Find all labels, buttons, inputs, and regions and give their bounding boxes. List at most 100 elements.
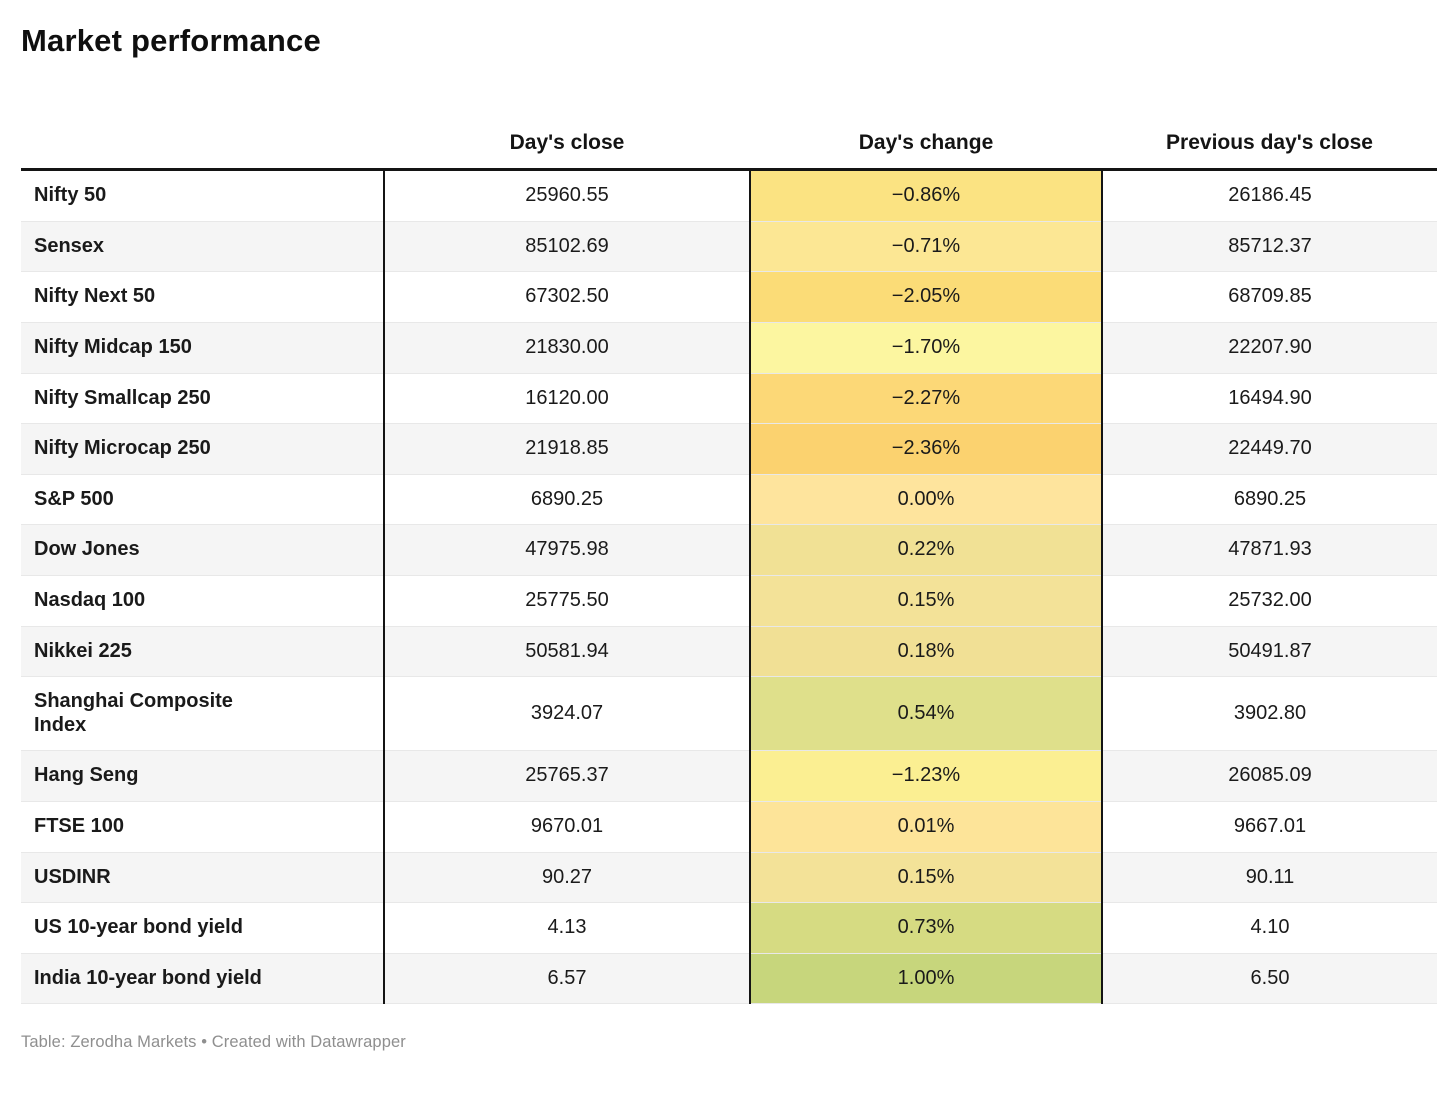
row-label-text: Nasdaq 100: [34, 588, 146, 611]
days-change-value: −2.27%: [749, 373, 1103, 425]
previous-close-value: 68709.85: [1102, 271, 1437, 323]
previous-close-value: 6.50: [1102, 953, 1437, 1005]
row-label-cell: Shanghai Composite Index: [21, 676, 384, 752]
header-blank-cell: [21, 119, 384, 172]
days-close-value: 25960.55: [383, 169, 750, 222]
previous-close-value: 4.10: [1102, 902, 1437, 954]
days-change-value: 0.18%: [749, 626, 1103, 678]
table-row: S&P 500 6890.25 0.00% 6890.25: [21, 474, 1437, 526]
header-days-close: Day's close: [384, 119, 750, 172]
days-change-value: 0.15%: [749, 575, 1103, 627]
table-row: Nifty Next 50 67302.50 −2.05% 68709.85: [21, 271, 1437, 323]
previous-close-value: 50491.87: [1102, 626, 1437, 678]
previous-close-value: 85712.37: [1102, 221, 1437, 273]
row-label-cell: Hang Seng: [21, 750, 384, 802]
table-row: India 10-year bond yield 6.57 1.00% 6.50: [21, 953, 1437, 1005]
days-change-value: −0.71%: [749, 221, 1103, 273]
header-previous-days-close: Previous day's close: [1102, 119, 1437, 172]
row-label-text: Shanghai Composite Index: [34, 690, 233, 736]
row-label-cell: Dow Jones: [21, 524, 384, 576]
previous-close-value: 6890.25: [1102, 474, 1437, 526]
days-change-value: 1.00%: [749, 953, 1103, 1005]
days-change-value: 0.73%: [749, 902, 1103, 954]
market-performance-table: Day's close Day's change Previous day's …: [21, 119, 1437, 1005]
previous-close-value: 9667.01: [1102, 801, 1437, 853]
table-row: Nifty Microcap 250 21918.85 −2.36% 22449.70: [21, 423, 1437, 475]
days-change-value: 0.22%: [749, 524, 1103, 576]
days-close-value: 6.57: [383, 953, 750, 1005]
row-label-text: Nifty Next 50: [34, 285, 156, 308]
row-label-text: Nifty Smallcap 250: [34, 386, 211, 409]
row-label-cell: FTSE 100: [21, 801, 384, 853]
page: Market performance Day's close Day's cha…: [21, 23, 1437, 1052]
days-close-value: 9670.01: [383, 801, 750, 853]
days-change-value: −1.70%: [749, 322, 1103, 374]
previous-close-value: 26186.45: [1102, 169, 1437, 222]
row-label-cell: USDINR: [21, 852, 384, 904]
table-row: Nifty 50 25960.55 −0.86% 26186.45: [21, 169, 1437, 222]
header-days-change: Day's change: [750, 119, 1102, 172]
days-close-value: 50581.94: [383, 626, 750, 678]
row-label-text: Sensex: [34, 234, 105, 257]
row-label-text: Hang Seng: [34, 764, 139, 787]
days-change-value: 0.15%: [749, 852, 1103, 904]
table-row: Hang Seng 25765.37 −1.23% 26085.09: [21, 750, 1437, 802]
table-row: Sensex 85102.69 −0.71% 85712.37: [21, 221, 1437, 273]
row-label-cell: Nifty Midcap 150: [21, 322, 384, 374]
days-change-value: −2.36%: [749, 423, 1103, 475]
row-label-text: Nifty Microcap 250: [34, 437, 211, 460]
days-close-value: 4.13: [383, 902, 750, 954]
days-close-value: 25775.50: [383, 575, 750, 627]
table-row: Nikkei 225 50581.94 0.18% 50491.87: [21, 626, 1437, 678]
previous-close-value: 16494.90: [1102, 373, 1437, 425]
table-row: Nasdaq 100 25775.50 0.15% 25732.00: [21, 575, 1437, 627]
days-change-value: −1.23%: [749, 750, 1103, 802]
days-close-value: 85102.69: [383, 221, 750, 273]
previous-close-value: 22449.70: [1102, 423, 1437, 475]
page-title: Market performance: [21, 23, 321, 58]
table-row: Nifty Smallcap 250 16120.00 −2.27% 16494.90: [21, 373, 1437, 425]
days-change-value: −0.86%: [749, 169, 1103, 222]
row-label-cell: India 10-year bond yield: [21, 953, 384, 1005]
row-label-cell: Sensex: [21, 221, 384, 273]
previous-close-value: 47871.93: [1102, 524, 1437, 576]
row-label-text: USDINR: [34, 865, 111, 888]
row-label-cell: US 10-year bond yield: [21, 902, 384, 954]
row-label-text: S&P 500: [34, 487, 114, 510]
row-label-text: FTSE 100: [34, 814, 125, 837]
row-label-cell: Nasdaq 100: [21, 575, 384, 627]
table-row: USDINR 90.27 0.15% 90.11: [21, 852, 1437, 904]
days-close-value: 16120.00: [383, 373, 750, 425]
row-label-cell: S&P 500: [21, 474, 384, 526]
table-row: Dow Jones 47975.98 0.22% 47871.93: [21, 524, 1437, 576]
previous-close-value: 22207.90: [1102, 322, 1437, 374]
days-close-value: 21830.00: [383, 322, 750, 374]
row-label-cell: Nifty Microcap 250: [21, 423, 384, 475]
row-label-text: US 10-year bond yield: [34, 916, 243, 939]
row-label-cell: Nifty Smallcap 250: [21, 373, 384, 425]
row-label-text: India 10-year bond yield: [34, 966, 262, 989]
header-row: Day's close Day's change Previous day's …: [21, 119, 1437, 172]
row-label-text: Dow Jones: [34, 538, 140, 561]
days-change-value: 0.00%: [749, 474, 1103, 526]
row-label-cell: Nifty Next 50: [21, 271, 384, 323]
table-row: US 10-year bond yield 4.13 0.73% 4.10: [21, 902, 1437, 954]
days-close-value: 21918.85: [383, 423, 750, 475]
days-close-value: 90.27: [383, 852, 750, 904]
row-label-text: Nikkei 225: [34, 639, 132, 662]
row-label-cell: Nifty 50: [21, 169, 384, 222]
days-close-value: 67302.50: [383, 271, 750, 323]
table-attribution: Table: Zerodha Markets • Created with Da…: [21, 1033, 406, 1052]
table-row: Nifty Midcap 150 21830.00 −1.70% 22207.90: [21, 322, 1437, 374]
days-close-value: 47975.98: [383, 524, 750, 576]
days-change-value: 0.01%: [749, 801, 1103, 853]
previous-close-value: 25732.00: [1102, 575, 1437, 627]
table-row: Shanghai Composite Index 3924.07 0.54% 3902…: [21, 676, 1437, 752]
previous-close-value: 26085.09: [1102, 750, 1437, 802]
row-label-text: Nifty Midcap 150: [34, 335, 192, 358]
days-change-value: −2.05%: [749, 271, 1103, 323]
previous-close-value: 3902.80: [1102, 676, 1437, 752]
days-close-value: 25765.37: [383, 750, 750, 802]
previous-close-value: 90.11: [1102, 852, 1437, 904]
table-row: FTSE 100 9670.01 0.01% 9667.01: [21, 801, 1437, 853]
